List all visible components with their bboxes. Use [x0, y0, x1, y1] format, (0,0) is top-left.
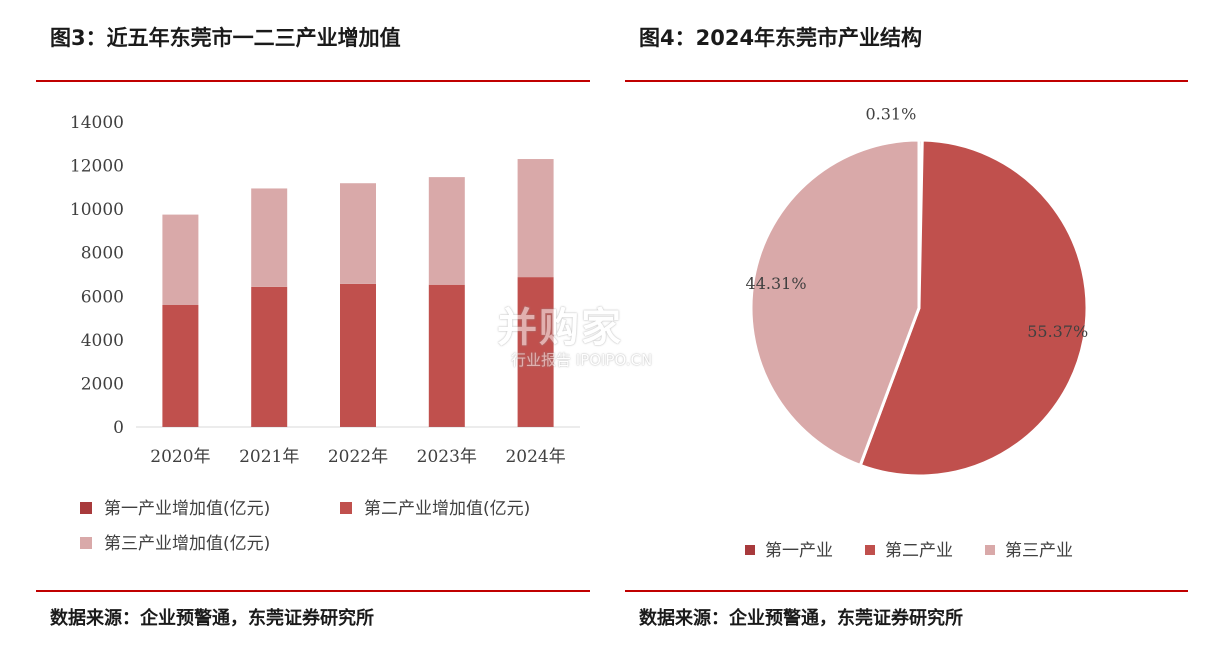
x-tick-label: 2023年 [417, 447, 477, 467]
pie-data-label: 44.31% [746, 274, 807, 293]
pie-chart: 0.31% 55.37% 44.31% 第一产业 第二产业 第三产业 [745, 105, 1089, 561]
title-rule [625, 80, 1188, 82]
figure-3-title: 图3：近五年东莞市一二三产业增加值 [50, 26, 401, 50]
legend-swatch [985, 545, 995, 555]
pie-data-label: 55.37% [1027, 322, 1088, 341]
stacked-bar-chart: 0 2000 4000 6000 8000 10000 12000 14000 2020年 202… [70, 113, 580, 554]
pie-slice-2 [858, 138, 1089, 478]
bar-segment-series-3 [517, 159, 554, 278]
legend-label: 第二产业增加值(亿元) [364, 499, 530, 519]
y-tick-label: 10000 [70, 200, 124, 220]
bar-segment-series-1 [340, 426, 376, 427]
y-tick-label: 4000 [81, 331, 124, 351]
legend-swatch [80, 537, 92, 549]
right-figure-panel: 图4：2024年东莞市产业结构 0.31% 55.37% 44.31% 第一产业 第二产… [625, 0, 1188, 663]
bar-segment-series-3 [162, 214, 199, 305]
bar-segment-series-1 [162, 426, 199, 427]
legend-swatch [340, 502, 352, 514]
bar-segment-series-1 [517, 426, 554, 427]
left-figure-panel: 图3：近五年东莞市一二三产业增加值 0 2000 4000 6000 8000 10000… [36, 0, 590, 663]
watermark: 并购家 行业报告 IPOIPO.CN [497, 295, 717, 375]
bar-segment-series-1 [251, 426, 288, 427]
pie-data-label: 0.31% [865, 105, 916, 124]
bar-segment-series-2 [428, 284, 465, 427]
legend-label: 第三产业 [1005, 541, 1073, 561]
y-tick-label: 12000 [70, 157, 124, 177]
watermark-logo-text: 并购家 [497, 305, 623, 351]
bar-segment-series-2 [251, 286, 288, 427]
figure-3-source: 数据来源：企业预警通，东莞证券研究所 [50, 608, 374, 629]
figure-4-title: 图4：2024年东莞市产业结构 [639, 26, 923, 50]
title-rule [36, 80, 590, 82]
bar-segment-series-3 [428, 177, 465, 285]
bar-segment-series-2 [162, 305, 199, 427]
y-tick-label: 8000 [81, 244, 124, 264]
legend-label: 第一产业 [765, 541, 833, 561]
bar-segment-series-2 [340, 283, 376, 427]
y-tick-label: 14000 [70, 113, 124, 133]
bar-segment-series-1 [428, 426, 465, 427]
y-tick-label: 2000 [81, 374, 124, 394]
legend-label: 第一产业增加值(亿元) [104, 499, 270, 519]
x-tick-label: 2020年 [150, 447, 210, 467]
bar-segment-series-2 [517, 277, 554, 427]
x-tick-label: 2021年 [239, 447, 299, 467]
legend-swatch [80, 502, 92, 514]
legend-label: 第三产业增加值(亿元) [104, 534, 270, 554]
bar-segment-series-3 [251, 188, 288, 287]
y-tick-label: 0 [113, 418, 124, 438]
watermark-subtext: 行业报告 IPOIPO.CN [511, 351, 653, 369]
legend-swatch [865, 545, 875, 555]
source-rule [36, 590, 590, 592]
y-tick-label: 6000 [81, 287, 124, 307]
pie-slice-3 [749, 138, 921, 468]
x-tick-label: 2024年 [505, 447, 565, 467]
figure-4-source: 数据来源：企业预警通，东莞证券研究所 [639, 608, 963, 629]
legend-label: 第二产业 [885, 541, 953, 561]
x-tick-label: 2022年 [328, 447, 388, 467]
source-rule [625, 590, 1188, 592]
legend-swatch [745, 545, 755, 555]
bar-segment-series-3 [340, 183, 376, 284]
